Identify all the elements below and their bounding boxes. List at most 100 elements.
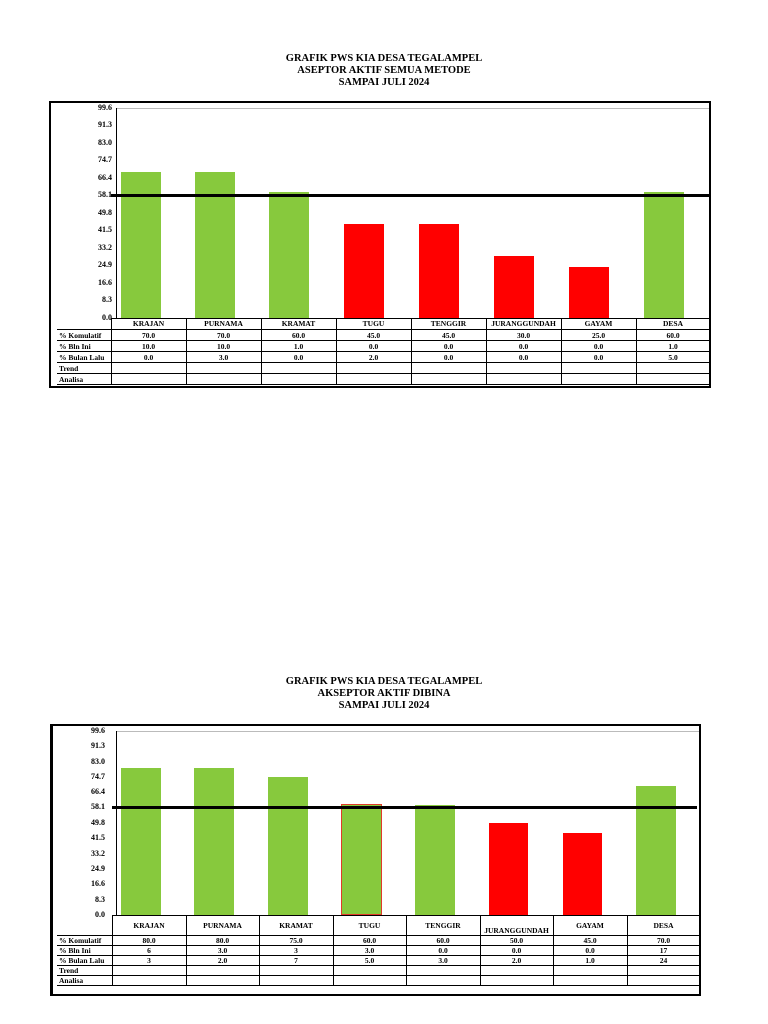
category-label: KRAMAT [258,915,334,936]
table-cell [258,975,334,986]
row-label: % Bulan Lalu [57,955,113,966]
bar-tugu [341,804,382,915]
category-label: GAYAM [560,318,637,330]
y-tick: 99.6 [91,726,105,735]
table-cell: 1.0 [260,340,337,352]
table-row-trend: Trend [57,362,711,374]
table-cell: 80.0 [111,935,187,946]
table-cell [485,373,562,385]
bar-kramat [269,192,309,318]
y-tick: 16.6 [98,278,112,287]
table-cell: 0.0 [260,351,337,363]
category-label: TUGU [332,915,407,936]
row-label: Trend [57,362,112,374]
category-label: KRAMAT [260,318,337,330]
table-cell [410,362,487,374]
y-tick: 33.2 [91,849,105,858]
y-tick: 24.9 [91,864,105,873]
table-cell: 60.0 [332,935,407,946]
table-cell [260,373,337,385]
y-tick: 8.3 [102,295,112,304]
category-label: GAYAM [552,915,628,936]
table-cell [185,362,262,374]
table-cell [552,975,628,986]
y-tick: 41.5 [98,225,112,234]
table-row-bulan-lalu: % Bulan Lalu 0.0 3.0 0.0 2.0 0.0 0.0 0.0… [57,351,711,363]
table-cell [560,362,637,374]
bar-juranggundah [494,256,534,318]
table-cell: 1.0 [552,955,628,966]
category-label: TUGU [335,318,412,330]
table-cell: 5.0 [332,955,407,966]
table-cell: 10.0 [185,340,262,352]
table-cell: 45.0 [410,329,487,341]
table-cell: 70.0 [185,329,262,341]
chart-2-plot-area [117,731,699,916]
category-label: PURNAMA [185,318,262,330]
chart-2-title-line-1: GRAFIK PWS KIA DESA TEGALAMPEL [285,676,483,687]
bar-tugu [344,224,384,318]
table-cell [479,965,554,976]
table-cell: 17 [626,945,701,956]
table-cell [185,965,260,976]
bar-desa [644,192,684,318]
category-label: JURANGGUNDAH [479,915,554,936]
table-cell: 75.0 [258,935,334,946]
row-label: % Komulatif [57,935,113,946]
table-cell: 45.0 [552,935,628,946]
table-cell: 0.0 [560,340,637,352]
table-cell [410,373,487,385]
chart-1-data-table: KRAJAN PURNAMA KRAMAT TUGU TENGGIR JURAN… [57,318,711,385]
chart-1-plot-area [117,108,709,319]
table-cell: 3.0 [332,945,407,956]
chart-1-title-line-2: ASEPTOR AKTIF SEMUA METODE [297,65,471,76]
table-cell: 2.0 [335,351,412,363]
table-row-komulatif: % Komulatif 70.0 70.0 60.0 45.0 45.0 30.… [57,329,711,341]
chart-1-title-line-1: GRAFIK PWS KIA DESA TEGALAMPEL [285,53,483,64]
table-cell [552,965,628,976]
bar-tenggir [415,805,455,915]
table-cell: 0.0 [110,351,187,363]
table-cell [111,965,187,976]
y-tick: 58.1 [98,190,112,199]
table-cell [185,373,262,385]
category-label: PURNAMA [185,915,260,936]
y-tick: 74.7 [91,772,105,781]
table-cell: 3.0 [405,955,481,966]
table-cell: 30.0 [485,329,562,341]
table-row-trend: Trend [57,965,701,976]
table-cell [405,965,481,976]
table-cell [332,975,407,986]
table-cell [626,965,701,976]
row-label: Analisa [57,373,112,385]
y-tick: 66.4 [98,173,112,182]
category-label: TENGGIR [410,318,487,330]
table-cell [485,362,562,374]
y-tick: 8.3 [95,895,105,904]
row-label: % Bulan Lalu [57,351,112,363]
chart-2-data-table: KRAJAN PURNAMA KRAMAT TUGU TENGGIR JURAN… [57,915,701,986]
table-cell: 0.0 [552,945,628,956]
chart-2-title-line-2: AKSEPTOR AKTIF DIBINA [317,688,451,699]
bar-purnama [194,768,234,915]
category-label: DESA [635,318,711,330]
table-cell: 7 [258,955,334,966]
category-row: KRAJAN PURNAMA KRAMAT TUGU TENGGIR JURAN… [57,915,701,936]
row-label: Analisa [57,975,113,986]
table-row-bln-ini: % Bln Ini 10.0 10.0 1.0 0.0 0.0 0.0 0.0 … [57,340,711,352]
table-cell: 70.0 [110,329,187,341]
table-cell: 0.0 [485,340,562,352]
table-cell [111,975,187,986]
category-label: KRAJAN [111,915,187,936]
y-tick: 91.3 [91,741,105,750]
table-row-analisa: Analisa [57,373,711,385]
table-cell: 2.0 [479,955,554,966]
y-tick: 0.0 [102,313,112,322]
bar-krajan [121,768,161,915]
y-tick: 83.0 [91,757,105,766]
table-cell: 0.0 [405,945,481,956]
bar-gayam [563,833,602,915]
row-label: % Komulatif [57,329,112,341]
table-cell: 0.0 [410,351,487,363]
table-cell [260,362,337,374]
